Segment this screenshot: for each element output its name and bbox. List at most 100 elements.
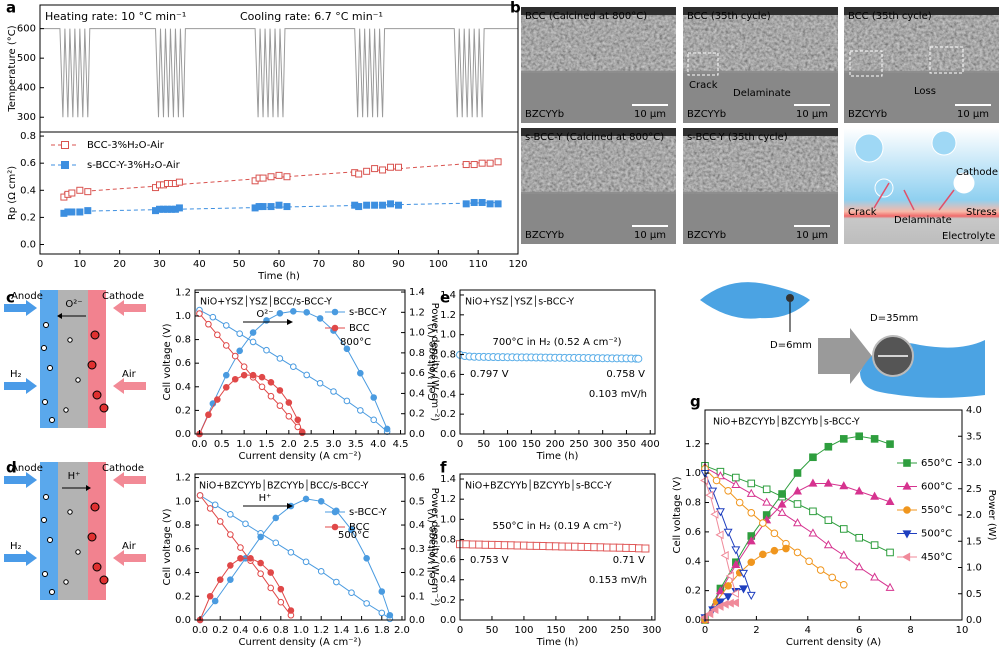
- voltage-point: [343, 397, 351, 405]
- power-point: [363, 554, 370, 562]
- x-tick-label: 0: [37, 259, 43, 270]
- power-point: [759, 550, 767, 559]
- y-axis-label: Cell voltage (V): [162, 323, 173, 400]
- x-tick-label: 400: [641, 439, 660, 450]
- x-tick-label: 50: [233, 259, 246, 270]
- legend-marker: [61, 141, 69, 149]
- air-arrow: [113, 378, 146, 394]
- cathode-label: Cathode: [102, 291, 144, 302]
- power-point: [870, 435, 879, 443]
- mechanism-label: Cathode: [956, 167, 998, 178]
- oxygen-molecule: [99, 403, 109, 413]
- data-point: [641, 544, 650, 553]
- legend-marker: [331, 508, 339, 516]
- voltage-point: [870, 572, 880, 581]
- data-point: [259, 174, 267, 182]
- power-point: [724, 582, 732, 590]
- x-tick-label: 80: [352, 259, 365, 270]
- voltage-point: [793, 518, 802, 527]
- sem-substrate-label: BZCYYb: [848, 109, 887, 120]
- air-arrow: [113, 472, 146, 488]
- x-tick-label: 3.0: [326, 439, 342, 450]
- x-tick-label: 200: [578, 625, 597, 636]
- x-tick-label: 50: [486, 625, 499, 636]
- data-point: [175, 204, 183, 212]
- voltage-point: [317, 568, 325, 575]
- ion-arrow-head: [287, 503, 293, 509]
- voltage-point: [357, 407, 364, 414]
- x-axis-label: Time (h): [257, 271, 300, 282]
- voltage-point: [823, 540, 833, 549]
- x-tick-label: 30: [153, 259, 166, 270]
- voltage-point: [287, 549, 295, 556]
- x-tick-label: 200: [546, 439, 565, 450]
- voltage-point: [886, 548, 894, 557]
- data-point: [494, 200, 502, 208]
- electrolyte: [58, 462, 88, 600]
- data-point: [259, 203, 267, 211]
- power-point: [855, 432, 864, 441]
- voltage-point: [809, 507, 817, 516]
- panel-label: b: [510, 0, 521, 17]
- y-tick-label: 1.4: [440, 290, 456, 301]
- voltage-point: [237, 544, 244, 551]
- voltage-point: [294, 423, 302, 431]
- power-point: [277, 585, 285, 593]
- power-point: [739, 585, 749, 594]
- y-tick-label: 0.2: [175, 405, 191, 416]
- panel-label: c: [6, 289, 15, 307]
- voltage-point: [735, 498, 744, 507]
- y2-tick-label: 1.0: [966, 563, 982, 574]
- y2-tick-label: 4.0: [966, 405, 982, 416]
- anode-label: Anode: [11, 463, 43, 474]
- end-label: 0.758 V: [606, 369, 645, 380]
- data-point: [283, 203, 291, 211]
- y2-tick-label: 0.6: [409, 473, 425, 484]
- legend-label: 650°C: [921, 458, 952, 469]
- data-point: [76, 208, 84, 216]
- voltage-point: [236, 330, 243, 337]
- y2-tick-label: 0.5: [966, 589, 982, 600]
- legend-label: 500°C: [921, 529, 952, 540]
- voltage-point: [816, 566, 825, 574]
- voltage-point: [762, 485, 771, 494]
- power-point: [249, 329, 257, 336]
- power-point: [236, 347, 243, 355]
- x-tick-label: 1.0: [236, 439, 252, 450]
- panel-label: d: [6, 459, 17, 477]
- voltage-point: [808, 528, 818, 537]
- data-point: [355, 203, 363, 211]
- y-tick-label: 0.6: [685, 527, 701, 538]
- fuel-arrow: [4, 378, 37, 394]
- power-point: [289, 307, 297, 315]
- y-tick-label: 1.2: [175, 473, 191, 484]
- mechanism-label: Electrolyte: [942, 231, 995, 242]
- glove-small: [700, 282, 810, 319]
- ion-dot: [75, 377, 81, 383]
- y2-tick-label: 2.0: [966, 510, 982, 521]
- x-tick-label: 6: [856, 625, 862, 636]
- voltage-point: [885, 582, 895, 591]
- power-point: [705, 609, 714, 619]
- y-axis-label: Temperature (°C): [7, 25, 18, 112]
- power-point: [211, 597, 219, 605]
- data-point: [478, 159, 486, 167]
- y-axis-label: Rp (Ω cm²): [7, 166, 18, 220]
- x-tick-label: 10: [956, 625, 969, 636]
- power-point: [746, 536, 756, 545]
- data-point: [395, 163, 402, 171]
- data-point: [478, 198, 486, 206]
- y-tick-label: 0.4: [685, 556, 701, 567]
- data-point: [84, 207, 92, 215]
- sem-title: s-BCC-Y (Calcined at 800°C): [525, 132, 664, 143]
- voltage-point: [720, 550, 729, 560]
- fuel-molecule: [41, 345, 47, 351]
- condition: 800°C: [340, 337, 371, 348]
- power-point: [316, 315, 324, 322]
- y2-tick-label: 1.2: [409, 307, 425, 318]
- x-tick-label: 110: [469, 259, 488, 270]
- voltage-point: [839, 580, 848, 589]
- ion-dot: [75, 549, 81, 555]
- sem-title: BCC (35th cycle): [848, 11, 932, 22]
